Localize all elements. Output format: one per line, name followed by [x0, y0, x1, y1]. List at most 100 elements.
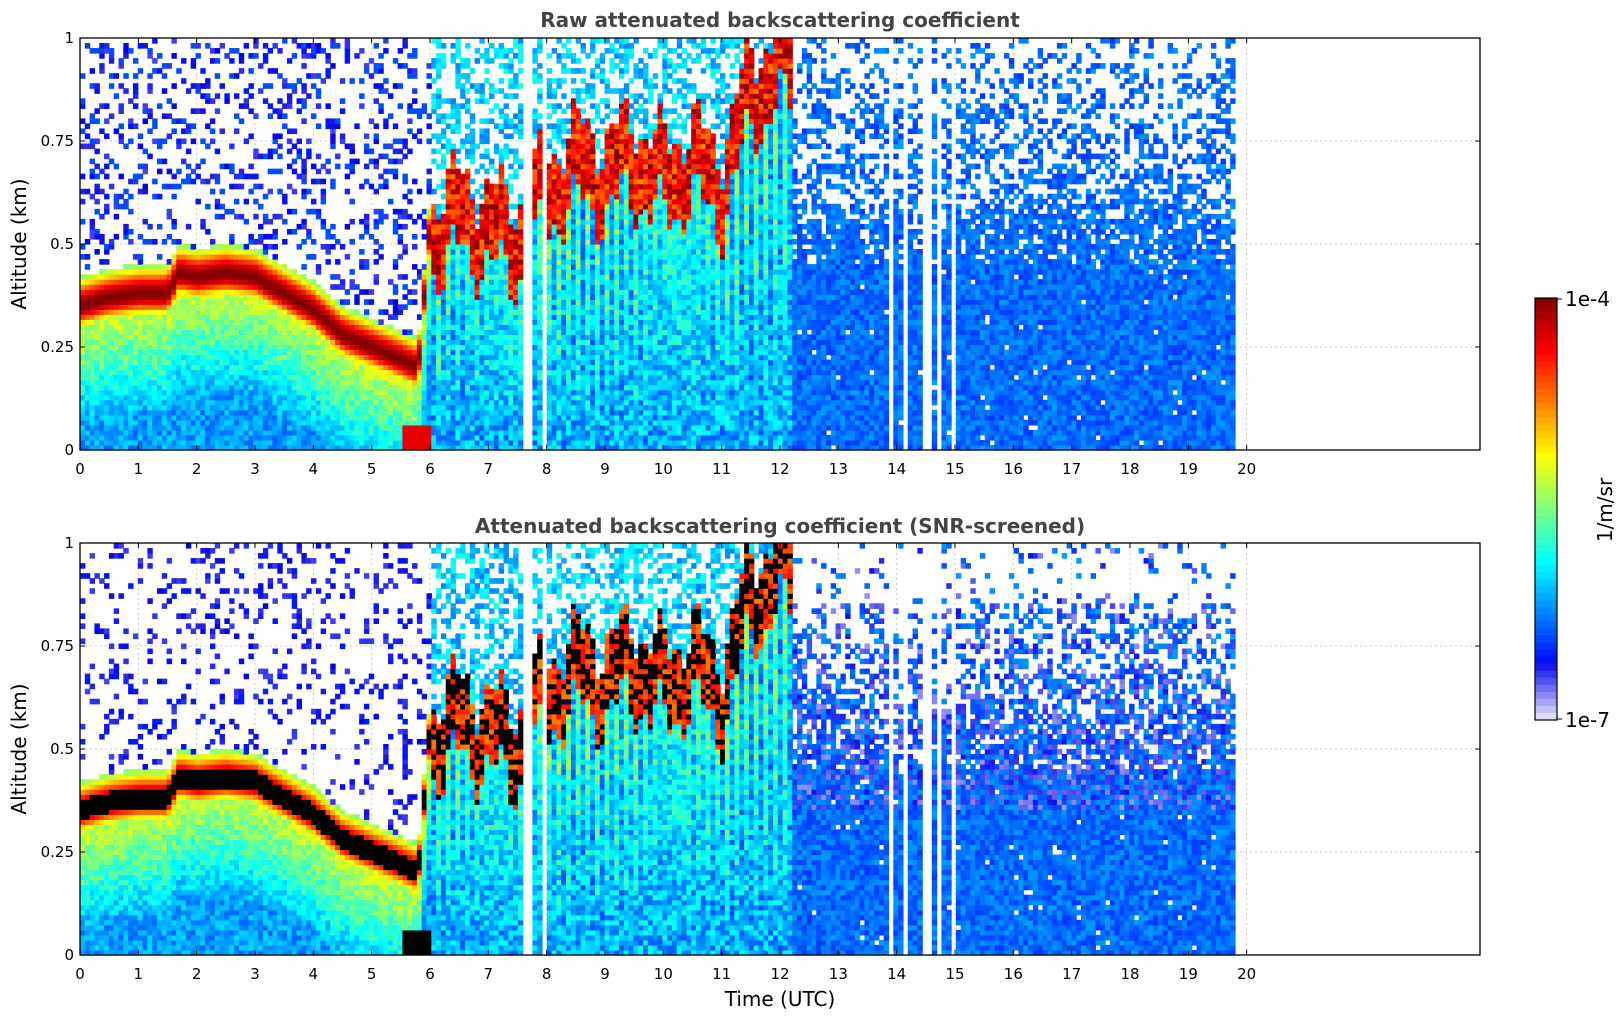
heatmap-cell: [393, 58, 398, 64]
heatmap-cell: [191, 254, 196, 260]
heatmap-cell: [292, 395, 297, 401]
heatmap-cell: [393, 304, 398, 310]
heatmap-cell: [253, 440, 258, 446]
heatmap-cell: [171, 259, 176, 265]
heatmap-cell: [287, 138, 292, 144]
heatmap-cell: [547, 319, 552, 325]
heatmap-cell: [311, 390, 316, 396]
heatmap-cell: [109, 380, 114, 386]
heatmap-cell: [446, 294, 451, 300]
heatmap-cell: [99, 355, 104, 361]
heatmap-cell: [321, 179, 326, 185]
heatmap-cell: [475, 264, 480, 270]
heatmap-cell: [292, 405, 297, 411]
heatmap-cell: [436, 314, 441, 320]
heatmap-cell: [369, 149, 374, 155]
heatmap-cell: [465, 179, 470, 185]
heatmap-cell: [94, 164, 99, 170]
heatmap-cell: [436, 309, 441, 315]
heatmap-cell: [479, 294, 484, 300]
heatmap-cell: [215, 289, 220, 295]
heatmap-cell: [532, 214, 537, 220]
heatmap-cell: [99, 128, 104, 134]
heatmap-cell: [455, 344, 460, 350]
heatmap-cell: [282, 319, 287, 325]
heatmap-cell: [277, 48, 282, 54]
heatmap-cell: [479, 214, 484, 220]
heatmap-cell: [325, 294, 330, 300]
heatmap-cell: [465, 339, 470, 345]
heatmap-cell: [321, 324, 326, 330]
heatmap-cell: [297, 108, 302, 114]
heatmap-cell: [504, 440, 509, 446]
heatmap-cell: [547, 375, 552, 381]
heatmap-cell: [398, 149, 403, 155]
heatmap-cell: [301, 53, 306, 59]
heatmap-cell: [475, 375, 480, 381]
heatmap-cell: [369, 400, 374, 406]
heatmap-cell: [229, 299, 234, 305]
heatmap-cell: [321, 385, 326, 391]
heatmap-cell: [374, 420, 379, 426]
heatmap-cell: [402, 294, 407, 300]
heatmap-cell: [518, 365, 523, 371]
heatmap-cell: [451, 254, 456, 260]
heatmap-cell: [354, 350, 359, 356]
heatmap-cell: [196, 339, 201, 345]
heatmap-cell: [335, 385, 340, 391]
heatmap-cell: [143, 279, 148, 285]
heatmap-cell: [412, 370, 417, 376]
heatmap-cell: [282, 420, 287, 426]
heatmap-cell: [229, 410, 234, 416]
heatmap-cell: [316, 319, 321, 325]
heatmap-cell: [455, 269, 460, 275]
heatmap-cell: [167, 294, 172, 300]
heatmap-cell: [210, 350, 215, 356]
heatmap-cell: [494, 319, 499, 325]
heatmap-cell: [99, 400, 104, 406]
heatmap-cell: [167, 380, 172, 386]
heatmap-cell: [455, 189, 460, 195]
heatmap-cell: [104, 154, 109, 160]
heatmap-cell: [229, 48, 234, 54]
heatmap-cell: [162, 344, 167, 350]
heatmap-cell: [109, 339, 114, 345]
heatmap-cell: [239, 435, 244, 441]
heatmap-cell: [205, 425, 210, 431]
heatmap-cell: [388, 425, 393, 431]
heatmap-cell: [460, 289, 465, 295]
heatmap-cell: [301, 314, 306, 320]
heatmap-cell: [277, 319, 282, 325]
heatmap-cell: [446, 219, 451, 225]
heatmap-cell: [364, 400, 369, 406]
heatmap-cell: [244, 43, 249, 49]
heatmap-cell: [402, 350, 407, 356]
heatmap-cell: [171, 53, 176, 59]
heatmap-cell: [556, 420, 561, 426]
heatmap-cell: [556, 440, 561, 446]
heatmap-cell: [537, 274, 542, 280]
heatmap-cell: [470, 334, 475, 340]
heatmap-cell: [123, 88, 128, 94]
heatmap-cell: [263, 274, 268, 280]
heatmap-cell: [167, 269, 172, 275]
heatmap-cell: [556, 430, 561, 436]
heatmap-cell: [484, 395, 489, 401]
heatmap-cell: [114, 304, 119, 310]
heatmap-cell: [268, 149, 273, 155]
heatmap-cell: [388, 390, 393, 396]
heatmap-cell: [306, 334, 311, 340]
heatmap-cell: [436, 149, 441, 155]
heatmap-cell: [484, 274, 489, 280]
heatmap-cell: [152, 410, 157, 416]
heatmap-cell: [369, 159, 374, 165]
heatmap-cell: [455, 289, 460, 295]
heatmap-cell: [147, 329, 152, 335]
heatmap-cell: [330, 360, 335, 366]
heatmap-cell: [248, 259, 253, 265]
heatmap-cell: [532, 118, 537, 124]
heatmap-cell: [369, 430, 374, 436]
heatmap-cell: [181, 259, 186, 265]
heatmap-cell: [537, 78, 542, 84]
heatmap-cell: [436, 294, 441, 300]
